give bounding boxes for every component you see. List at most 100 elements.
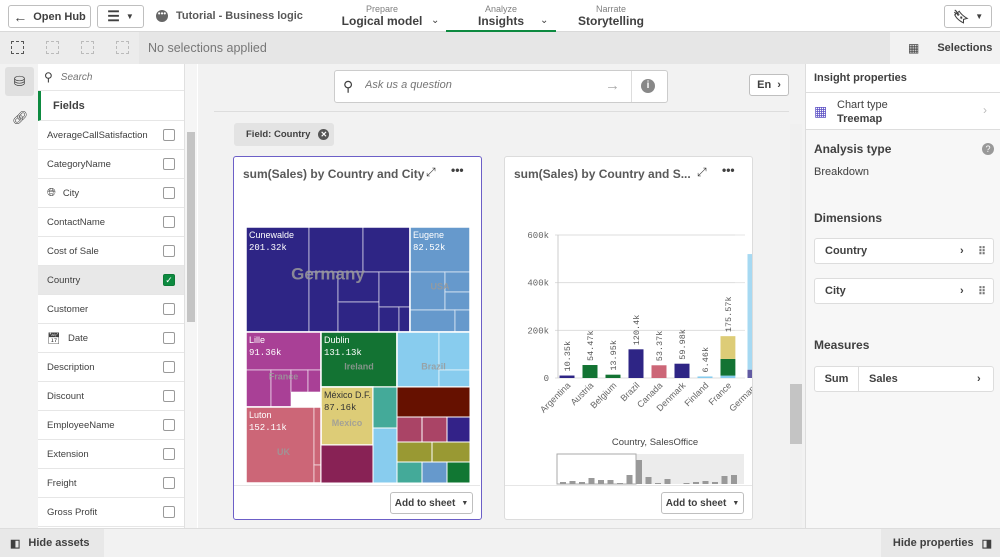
treemap-plot[interactable]: Cunewalde 201.32k Germany Eugene 82.52k USA Li… xyxy=(246,227,470,483)
treemap-card[interactable]: sum(Sales) by Country and City ⤢ ••• Cun… xyxy=(233,156,482,520)
field-checkbox[interactable] xyxy=(163,158,175,170)
remove-chip-icon[interactable]: ✕ xyxy=(318,129,330,140)
fields-search-input[interactable] xyxy=(60,71,171,83)
tab-prepare[interactable]: Prepare Logical model xyxy=(341,4,423,28)
bar[interactable] xyxy=(720,375,736,378)
treemap-cell[interactable] xyxy=(421,416,448,443)
field-checkbox[interactable] xyxy=(163,448,175,460)
expand-icon[interactable]: ⤢ xyxy=(697,165,707,179)
drag-handle-icon[interactable]: ⠿ xyxy=(978,285,987,298)
info-icon[interactable]: i xyxy=(641,79,655,93)
bar[interactable] xyxy=(720,358,736,376)
field-item[interactable]: Discount xyxy=(38,382,184,411)
treemap-cell[interactable] xyxy=(378,271,411,308)
treemap-cell[interactable] xyxy=(246,331,322,371)
database-icon[interactable]: ⛁ xyxy=(5,67,34,96)
bar[interactable] xyxy=(559,375,575,378)
treemap-cell[interactable] xyxy=(421,461,448,483)
dimension-city[interactable]: City › ⠿ xyxy=(814,278,994,304)
chevron-down-icon[interactable]: ⌄ xyxy=(431,15,440,26)
treemap-cell[interactable] xyxy=(446,416,470,443)
link-icon[interactable]: 🔗︎ xyxy=(12,110,29,125)
field-item[interactable]: 🌐︎ City xyxy=(38,179,184,208)
field-item[interactable]: CategoryName xyxy=(38,150,184,179)
help-icon[interactable]: ? xyxy=(982,143,994,155)
treemap-cell[interactable] xyxy=(320,444,374,483)
field-filter-chip[interactable]: Field: Country ✕ xyxy=(234,123,334,146)
field-checkbox[interactable] xyxy=(163,477,175,489)
tab-analyze[interactable]: Analyze Insights xyxy=(446,4,556,32)
treemap-cell[interactable] xyxy=(446,461,470,483)
field-checkbox[interactable] xyxy=(163,361,175,373)
treemap-cell[interactable] xyxy=(438,369,470,388)
field-item[interactable]: ContactName xyxy=(38,208,184,237)
field-checkbox[interactable]: ✓ xyxy=(163,274,175,286)
dimension-country[interactable]: Country › ⠿ xyxy=(814,238,994,264)
more-options-icon[interactable]: ••• xyxy=(722,163,735,177)
treemap-cell[interactable] xyxy=(396,461,423,483)
field-checkbox[interactable] xyxy=(163,245,175,257)
add-to-sheet-button[interactable]: Add to sheet ▼ xyxy=(390,492,473,514)
selections-button[interactable]: ▦ Selections xyxy=(890,32,1000,64)
chevron-down-icon[interactable]: ⌄ xyxy=(540,15,549,26)
field-item[interactable]: 📅︎ Date xyxy=(38,324,184,353)
add-to-sheet-button[interactable]: Add to sheet ▼ xyxy=(661,492,744,514)
field-item[interactable]: Country ✓ xyxy=(38,266,184,295)
bar-chart-plot[interactable]: 0200k400k600k10.35kArgentina54.47kAustri… xyxy=(505,207,752,487)
hide-properties-button[interactable]: Hide properties ◨ xyxy=(880,529,1000,557)
field-item[interactable]: EmployeeName xyxy=(38,411,184,440)
field-checkbox[interactable] xyxy=(163,390,175,402)
language-button[interactable]: En › xyxy=(749,74,789,96)
bar[interactable] xyxy=(697,376,713,378)
treemap-cell[interactable] xyxy=(409,309,456,333)
open-hub-button[interactable]: ← Open Hub xyxy=(8,5,91,28)
treemap-cell[interactable] xyxy=(313,464,322,483)
treemap-cell[interactable] xyxy=(337,271,380,303)
ask-question-input[interactable] xyxy=(365,79,585,91)
drag-handle-icon[interactable]: ⠿ xyxy=(978,245,987,258)
treemap-cell[interactable] xyxy=(337,301,380,333)
field-checkbox[interactable] xyxy=(163,419,175,431)
treemap-cell[interactable] xyxy=(362,227,411,273)
field-checkbox[interactable] xyxy=(163,506,175,518)
field-checkbox[interactable] xyxy=(163,187,175,199)
treemap-cell[interactable] xyxy=(378,306,400,333)
smart-search-icon[interactable] xyxy=(11,41,24,54)
treemap-cell[interactable] xyxy=(372,386,398,429)
treemap-cell[interactable] xyxy=(431,441,470,463)
bar[interactable] xyxy=(720,336,736,359)
treemap-cell[interactable] xyxy=(372,427,398,483)
main-scrollbar[interactable] xyxy=(790,124,802,528)
treemap-cell[interactable] xyxy=(396,386,470,418)
treemap-cell[interactable] xyxy=(396,331,440,388)
expand-icon[interactable]: ⤢ xyxy=(426,165,436,179)
treemap-cell[interactable] xyxy=(396,416,423,443)
submit-arrow-icon[interactable]: → xyxy=(605,77,620,94)
field-item[interactable]: Gross Profit xyxy=(38,498,184,527)
treemap-cell[interactable] xyxy=(307,369,322,393)
bar[interactable] xyxy=(651,365,667,378)
more-icon[interactable]: ••• xyxy=(156,10,168,22)
treemap-cell[interactable] xyxy=(398,306,411,333)
step-back-icon[interactable] xyxy=(46,41,59,54)
field-item[interactable]: Description xyxy=(38,353,184,382)
field-checkbox[interactable] xyxy=(163,332,175,344)
bookmark-button[interactable]: 🔖︎ ▼ xyxy=(944,5,992,28)
bar-chart-card[interactable]: sum(Sales) by Country and S... ⤢ ••• 0 20… xyxy=(504,156,753,520)
treemap-cell[interactable] xyxy=(396,441,433,463)
chart-type-selector[interactable]: ▦ Chart type Treemap › xyxy=(806,93,1000,130)
field-checkbox[interactable] xyxy=(163,303,175,315)
tab-narrate[interactable]: Narrate Storytelling xyxy=(577,4,644,28)
menu-button[interactable]: ☰ ▼ xyxy=(97,5,144,28)
bar[interactable] xyxy=(628,349,644,378)
measure-sales[interactable]: Sum Sales › xyxy=(814,366,994,392)
hide-assets-button[interactable]: ◧ Hide assets xyxy=(0,529,104,557)
treemap-cell[interactable] xyxy=(313,406,322,466)
field-item[interactable]: AverageCallSatisfaction xyxy=(38,121,184,150)
more-options-icon[interactable]: ••• xyxy=(451,163,464,177)
field-checkbox[interactable] xyxy=(163,129,175,141)
treemap-cell[interactable] xyxy=(438,331,470,371)
field-item[interactable]: Freight xyxy=(38,469,184,498)
bar[interactable] xyxy=(747,254,753,370)
bar[interactable] xyxy=(605,374,621,378)
